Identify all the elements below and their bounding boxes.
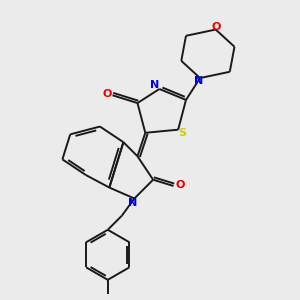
Text: S: S — [178, 128, 187, 138]
Text: O: O — [175, 180, 184, 190]
Text: O: O — [212, 22, 221, 32]
Text: N: N — [150, 80, 160, 90]
Text: O: O — [102, 89, 112, 99]
Text: N: N — [194, 76, 203, 86]
Text: N: N — [128, 198, 137, 208]
